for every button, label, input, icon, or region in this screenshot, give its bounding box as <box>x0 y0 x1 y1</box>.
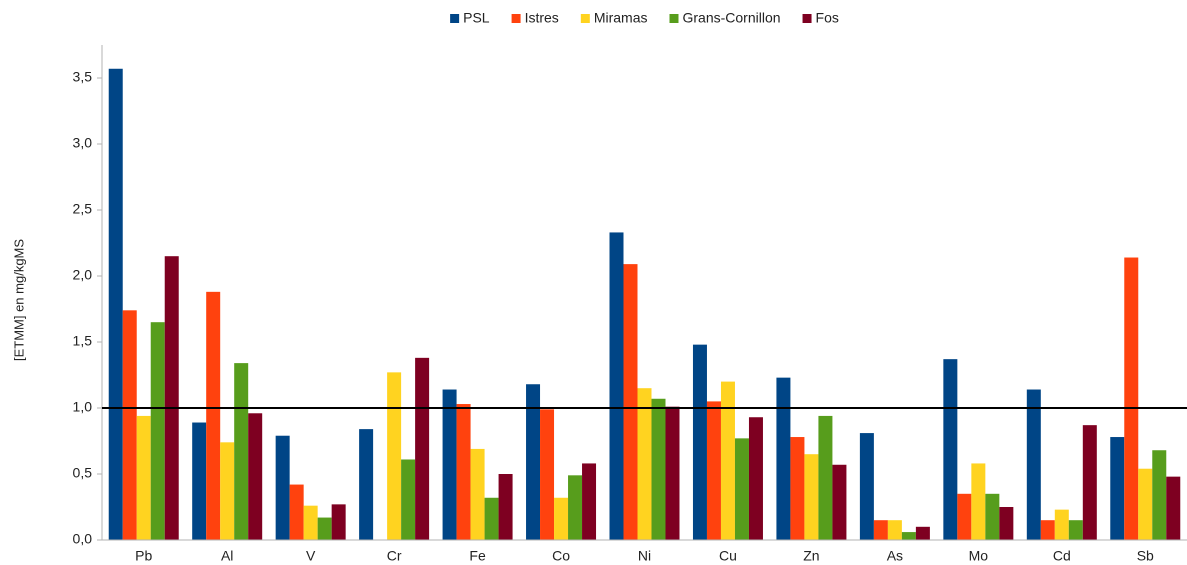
bar <box>637 388 652 540</box>
x-tick-label: Al <box>221 548 233 564</box>
bar <box>498 474 513 540</box>
bar <box>470 448 485 540</box>
bar <box>401 459 416 540</box>
bar <box>1138 468 1153 540</box>
bar <box>887 520 902 540</box>
y-tick-label: 2,0 <box>73 267 93 283</box>
y-axis-label: [ETMM] en mg/kgMS <box>11 239 26 361</box>
x-tick-label: Co <box>552 548 570 564</box>
legend-label: Fos <box>816 10 839 26</box>
x-tick-label: V <box>306 548 316 564</box>
bar <box>331 504 346 540</box>
bar <box>999 507 1014 540</box>
x-tick-label: Zn <box>803 548 819 564</box>
bar <box>206 291 221 540</box>
legend-swatch <box>669 14 679 23</box>
bar <box>720 381 735 540</box>
bar <box>150 322 165 540</box>
bar <box>859 433 874 540</box>
bar <box>484 497 499 540</box>
bar <box>1082 425 1097 540</box>
bar <box>136 415 151 540</box>
bar <box>1068 520 1083 540</box>
bar <box>971 463 986 540</box>
bar <box>108 68 123 540</box>
legend-swatch <box>511 14 521 23</box>
bar <box>651 398 666 540</box>
bar <box>568 475 583 540</box>
x-tick-label: Mo <box>969 548 989 564</box>
bar <box>1152 450 1167 540</box>
bar <box>220 442 235 540</box>
bar <box>790 437 805 540</box>
bar <box>915 526 930 540</box>
x-tick-label: Cu <box>719 548 737 564</box>
bar <box>359 429 374 540</box>
bar <box>387 372 402 540</box>
bar <box>609 232 624 540</box>
legend-swatch <box>580 14 590 23</box>
bar <box>1026 389 1041 540</box>
bar <box>234 363 249 540</box>
y-tick-label: 3,5 <box>73 69 93 85</box>
bar <box>901 532 916 540</box>
bar <box>985 493 1000 540</box>
bar <box>832 464 847 540</box>
bar <box>1040 520 1055 540</box>
x-tick-label: Cr <box>387 548 402 564</box>
y-tick-label: 0,5 <box>73 465 93 481</box>
x-tick-label: Cd <box>1053 548 1071 564</box>
y-tick-label: 1,5 <box>73 333 93 349</box>
legend-label: Istres <box>525 10 559 26</box>
bar <box>415 357 430 540</box>
bar <box>1166 476 1181 540</box>
bar <box>192 422 207 540</box>
bar <box>582 463 597 540</box>
bar <box>1124 257 1139 540</box>
bar <box>692 344 707 540</box>
bar <box>275 435 290 540</box>
bar <box>873 520 888 540</box>
x-tick-label: Pb <box>135 548 152 564</box>
bar <box>164 256 179 540</box>
bar <box>289 484 304 540</box>
y-tick-label: 3,0 <box>73 135 93 151</box>
bar <box>818 415 833 540</box>
bar <box>526 384 541 540</box>
bar <box>665 406 680 540</box>
legend-label: PSL <box>463 10 490 26</box>
x-tick-label: Fe <box>469 548 486 564</box>
x-tick-label: Sb <box>1137 548 1154 564</box>
y-tick-label: 2,5 <box>73 201 93 217</box>
bar <box>776 377 791 540</box>
bar <box>734 438 749 540</box>
bar <box>122 310 137 540</box>
bar <box>540 409 555 540</box>
bar <box>804 454 819 540</box>
bar <box>957 493 972 540</box>
bar <box>748 417 763 540</box>
x-tick-label: Ni <box>638 548 651 564</box>
y-tick-label: 0,0 <box>73 531 93 547</box>
bar <box>623 264 638 540</box>
bar <box>248 413 263 540</box>
legend-swatch <box>802 14 812 23</box>
bar <box>706 401 721 540</box>
bar <box>554 497 569 540</box>
legend-label: Grans-Cornillon <box>682 10 780 26</box>
legend-label: Miramas <box>594 10 648 26</box>
bar <box>1110 437 1125 540</box>
y-tick-label: 1,0 <box>73 399 93 415</box>
legend-swatch <box>450 14 460 23</box>
bar <box>943 359 958 540</box>
bar <box>303 505 318 540</box>
bar <box>1054 509 1069 540</box>
x-tick-label: As <box>887 548 903 564</box>
bar <box>456 404 471 540</box>
bar <box>442 389 457 540</box>
bar <box>317 517 332 540</box>
